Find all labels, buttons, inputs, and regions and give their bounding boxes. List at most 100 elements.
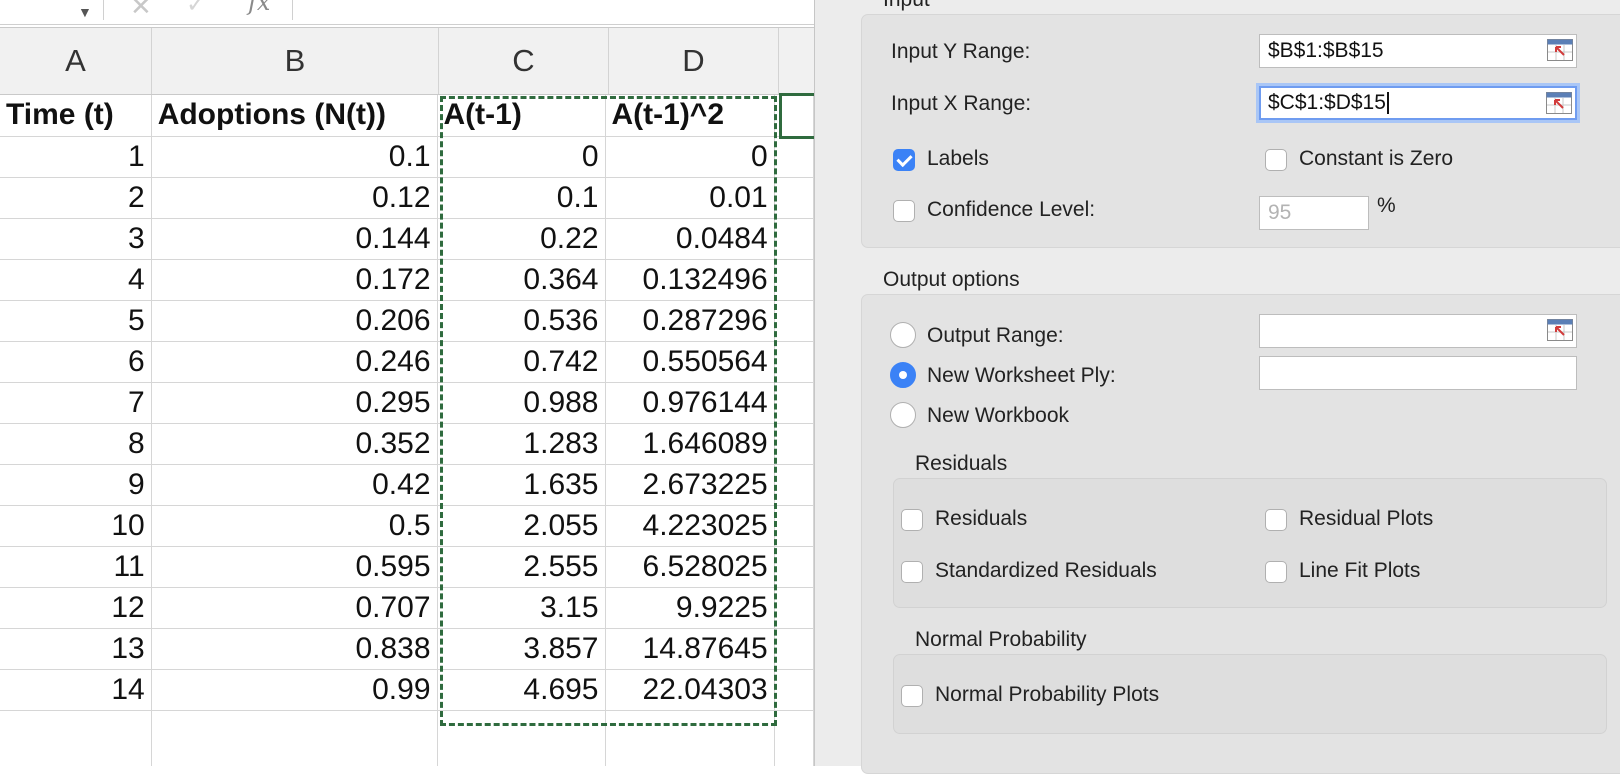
cell[interactable] [0, 710, 152, 766]
cell-adoptions[interactable]: 0.144 [151, 218, 438, 260]
cell-a-t-minus-1-squared[interactable]: 2.673225 [605, 464, 775, 506]
collapse-dialog-icon[interactable] [1547, 319, 1573, 341]
cell-time[interactable]: 13 [0, 628, 152, 670]
column-header-b[interactable]: B [152, 28, 439, 94]
cell-a-t-minus-1-squared[interactable]: 22.04303 [605, 669, 775, 711]
output-range-field[interactable] [1259, 314, 1577, 348]
cell-a-t-minus-1-squared[interactable]: 0.01 [605, 177, 775, 219]
cell[interactable] [774, 710, 814, 766]
cell-a-t-minus-1[interactable]: 2.555 [437, 546, 606, 588]
cell-time[interactable]: 11 [0, 546, 152, 588]
cell-time[interactable]: 14 [0, 669, 152, 711]
collapse-dialog-icon[interactable] [1547, 39, 1573, 61]
cell-time[interactable]: 12 [0, 587, 152, 629]
header-cell-a-t-minus-1[interactable]: A(t-1) [437, 95, 606, 137]
confirm-entry-icon[interactable]: ✓ [186, 0, 207, 18]
cell[interactable] [774, 259, 814, 301]
cell[interactable] [774, 382, 814, 424]
cell[interactable] [437, 710, 606, 766]
cell-adoptions[interactable]: 0.246 [151, 341, 438, 383]
cell[interactable] [774, 218, 814, 260]
cell-a-t-minus-1[interactable]: 4.695 [437, 669, 606, 711]
input-x-range-field[interactable]: $C$1:$D$15 [1259, 86, 1577, 120]
cell-a-t-minus-1-squared[interactable]: 4.223025 [605, 505, 775, 547]
labels-checkbox[interactable] [893, 149, 915, 171]
cell-adoptions[interactable]: 0.1 [151, 136, 438, 178]
cell-a-t-minus-1-squared[interactable]: 9.9225 [605, 587, 775, 629]
cell[interactable] [774, 341, 814, 383]
cell[interactable] [774, 300, 814, 342]
cell[interactable] [774, 177, 814, 219]
cell-adoptions[interactable]: 0.206 [151, 300, 438, 342]
cell-a-t-minus-1-squared[interactable]: 0.0484 [605, 218, 775, 260]
cell-adoptions[interactable]: 0.42 [151, 464, 438, 506]
cell-adoptions[interactable]: 0.595 [151, 546, 438, 588]
cell-adoptions[interactable]: 0.295 [151, 382, 438, 424]
cancel-entry-icon[interactable]: ✕ [130, 0, 152, 21]
cell-time[interactable]: 10 [0, 505, 152, 547]
cell-a-t-minus-1[interactable]: 0.364 [437, 259, 606, 301]
cell-time[interactable]: 6 [0, 341, 152, 383]
cell-a-t-minus-1[interactable]: 0.742 [437, 341, 606, 383]
cell-a-t-minus-1[interactable]: 1.283 [437, 423, 606, 465]
cell-a-t-minus-1-squared[interactable]: 0.287296 [605, 300, 775, 342]
cell-time[interactable]: 5 [0, 300, 152, 342]
cell-adoptions[interactable]: 0.352 [151, 423, 438, 465]
cell-adoptions[interactable]: 0.707 [151, 587, 438, 629]
column-header-d[interactable]: D [609, 28, 779, 94]
standardized-residuals-checkbox[interactable] [901, 561, 923, 583]
cell[interactable] [605, 710, 775, 766]
cell-a-t-minus-1-squared[interactable]: 0.132496 [605, 259, 775, 301]
cell[interactable] [774, 587, 814, 629]
name-box-dropdown-icon[interactable]: ▼ [78, 4, 92, 20]
cell-a-t-minus-1[interactable]: 0.1 [437, 177, 606, 219]
header-cell-time[interactable]: Time (t) [0, 95, 152, 137]
cell-time[interactable]: 1 [0, 136, 152, 178]
cell-a-t-minus-1[interactable]: 0 [437, 136, 606, 178]
cell[interactable] [774, 464, 814, 506]
cell-time[interactable]: 9 [0, 464, 152, 506]
residuals-checkbox[interactable] [901, 509, 923, 531]
cell-a-t-minus-1-squared[interactable]: 6.528025 [605, 546, 775, 588]
residual-plots-checkbox[interactable] [1265, 509, 1287, 531]
cell-a-t-minus-1[interactable]: 3.857 [437, 628, 606, 670]
cell-a-t-minus-1[interactable]: 0.988 [437, 382, 606, 424]
collapse-dialog-icon[interactable] [1546, 92, 1572, 114]
cell-time[interactable]: 8 [0, 423, 152, 465]
cell[interactable] [774, 546, 814, 588]
cell-adoptions[interactable]: 0.5 [151, 505, 438, 547]
new-workbook-radio[interactable] [890, 402, 916, 428]
cell[interactable] [774, 628, 814, 670]
cell-adoptions[interactable]: 0.12 [151, 177, 438, 219]
cell[interactable] [774, 669, 814, 711]
cell[interactable] [774, 136, 814, 178]
cell-adoptions[interactable]: 0.838 [151, 628, 438, 670]
header-cell-adoptions[interactable]: Adoptions (N(t)) [151, 95, 438, 137]
cell[interactable] [774, 423, 814, 465]
cell-a-t-minus-1-squared[interactable]: 0 [605, 136, 775, 178]
cell-a-t-minus-1[interactable]: 1.635 [437, 464, 606, 506]
cell-a-t-minus-1[interactable]: 3.15 [437, 587, 606, 629]
cell-time[interactable]: 7 [0, 382, 152, 424]
cell-a-t-minus-1-squared[interactable]: 14.87645 [605, 628, 775, 670]
cell-a-t-minus-1-squared[interactable]: 1.646089 [605, 423, 775, 465]
cell-a-t-minus-1-squared[interactable]: 0.550564 [605, 341, 775, 383]
confidence-level-checkbox[interactable] [893, 200, 915, 222]
new-worksheet-ply-radio[interactable] [890, 362, 916, 388]
cell-a-t-minus-1[interactable]: 2.055 [437, 505, 606, 547]
constant-is-zero-checkbox[interactable] [1265, 149, 1287, 171]
new-worksheet-ply-field[interactable] [1259, 356, 1577, 390]
line-fit-plots-checkbox[interactable] [1265, 561, 1287, 583]
cell[interactable] [774, 505, 814, 547]
cell-a-t-minus-1[interactable]: 0.536 [437, 300, 606, 342]
cell[interactable] [151, 710, 438, 766]
output-range-radio[interactable] [890, 322, 916, 348]
input-y-range-field[interactable]: $B$1:$B$15 [1259, 34, 1577, 68]
column-header-a[interactable]: A [0, 28, 152, 94]
confidence-level-field[interactable]: 95 [1259, 196, 1369, 230]
cell-time[interactable]: 2 [0, 177, 152, 219]
column-header-e[interactable] [779, 28, 814, 94]
cell-adoptions[interactable]: 0.99 [151, 669, 438, 711]
cell-a-t-minus-1[interactable]: 0.22 [437, 218, 606, 260]
normal-probability-plots-checkbox[interactable] [901, 685, 923, 707]
